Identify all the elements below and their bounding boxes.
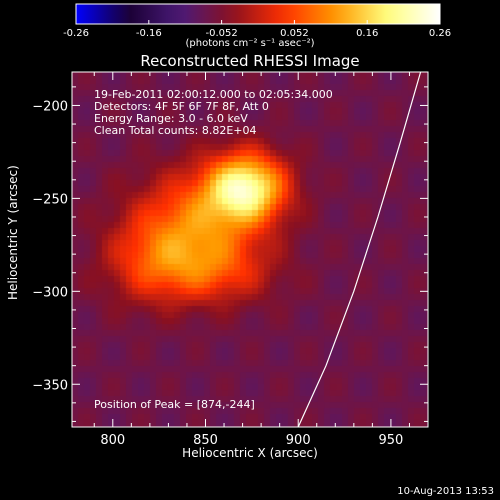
colorbar-units-label: (photons cm⁻² s⁻¹ asec⁻²) [185,38,315,49]
annotation-time-range: 19-Feb-2011 02:00:12.000 to 02:05:34.000 [94,88,333,101]
solar-limb-curve [297,71,422,428]
annotation-detectors: Detectors: 4F 5F 6F 7F 8F, Att 0 [94,100,269,113]
y-axis-label: Heliocentric Y (arcsec) [6,165,20,300]
colorbar-tick-label: 0.16 [356,28,378,39]
peak-position-label: Position of Peak = [874,-244] [94,398,255,411]
colorbar-tick-label: -0.26 [63,28,89,39]
timestamp: 10-Aug-2013 13:53 [397,486,494,497]
colorbar-tick-label: 0.26 [429,28,451,39]
annotation-clean-counts: Clean Total counts: 8.82E+04 [94,124,257,137]
y-tick-label: −300 [32,285,68,300]
y-tick-label: −350 [32,378,68,393]
x-tick-label: 950 [379,433,404,448]
heatmap-image [72,72,428,427]
y-tick-label: −200 [32,99,68,114]
x-tick-label: 850 [193,433,218,448]
colorbar-tick-label: 0.052 [280,28,309,39]
x-axis-label: Heliocentric X (arcsec) [182,446,318,460]
plot-frame [71,71,429,428]
x-tick-label: 800 [100,433,125,448]
annotation-energy-range: Energy Range: 3.0 - 6.0 keV [94,112,248,125]
x-tick-label: 900 [286,433,311,448]
colorbar-tick-label: -0.052 [205,28,237,39]
y-tick-label: −250 [32,192,68,207]
colorbar-tick-label: -0.16 [136,28,162,39]
colorbar [75,3,441,25]
chart-title: Reconstructed RHESSI Image [140,52,360,70]
